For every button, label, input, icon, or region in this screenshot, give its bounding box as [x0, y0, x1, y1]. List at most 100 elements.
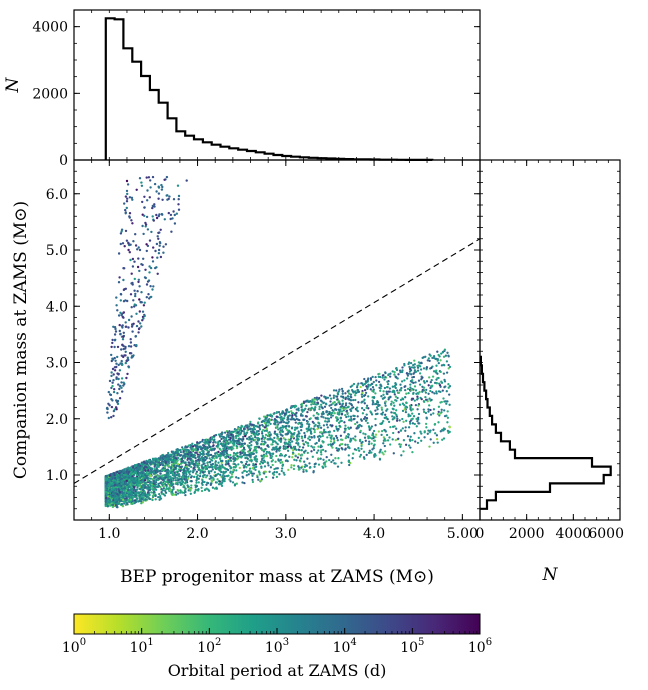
scatter-point: [291, 456, 294, 459]
scatter-point: [324, 420, 327, 423]
scatter-point: [266, 444, 269, 447]
scatter-point: [137, 463, 140, 466]
scatter-point: [194, 488, 197, 492]
scatter-point: [339, 420, 342, 423]
scatter-point: [249, 420, 252, 424]
scatter-point: [250, 434, 253, 438]
scatter-point: [206, 464, 209, 467]
scatter-point: [235, 476, 238, 479]
scatter-point: [395, 427, 398, 430]
scatter-point: [398, 419, 401, 422]
scatter-point: [146, 491, 150, 494]
scatter-point: [437, 410, 440, 414]
scatter-point: [135, 483, 138, 487]
scatter-point: [319, 450, 323, 454]
scatter-point: [238, 466, 241, 470]
scatter-point: [297, 435, 301, 438]
scatter-point: [251, 423, 254, 426]
scatter-point: [138, 475, 142, 478]
scatter-point: [425, 416, 428, 419]
scatter-point: [432, 354, 436, 358]
scatter-point: [330, 406, 333, 410]
scatter-point: [371, 403, 374, 406]
scatter-point: [335, 427, 339, 431]
scatter-point: [250, 451, 253, 455]
scatter-point: [195, 445, 199, 448]
scatter-point: [336, 418, 340, 421]
scatter-point: [410, 398, 413, 401]
scatter-point: [248, 467, 252, 470]
scatter-point: [352, 418, 355, 421]
scatter-point: [274, 421, 277, 425]
scatter-point: [302, 409, 306, 412]
scatter-point: [376, 412, 379, 415]
scatter-point: [372, 435, 375, 438]
scatter-point: [431, 365, 434, 368]
scatter-point: [383, 396, 386, 399]
scatter-point: [429, 380, 432, 384]
scatter-point: [250, 459, 253, 462]
scatter-point: [336, 439, 339, 442]
scatter-point: [305, 404, 308, 407]
scatter-point: [422, 408, 425, 411]
scatter-point: [380, 408, 384, 411]
scatter-point: [335, 436, 339, 440]
scatter-point: [335, 446, 338, 450]
scatter-point: [179, 481, 182, 484]
scatter-point: [133, 479, 136, 483]
scatter-point: [316, 427, 319, 431]
scatter-point: [285, 411, 288, 414]
scatter-point: [245, 460, 248, 463]
top-y-tick-label: 2000: [32, 86, 68, 102]
scatter-point: [321, 448, 325, 452]
scatter-point: [306, 457, 309, 460]
scatter-point: [159, 481, 162, 485]
scatter-point: [409, 361, 413, 365]
scatter-point: [367, 395, 370, 398]
scatter-point: [179, 465, 182, 469]
scatter-point: [298, 445, 301, 448]
scatter-point: [114, 486, 118, 489]
scatter-point: [199, 441, 202, 444]
scatter-point: [197, 487, 200, 491]
scatter-point: [232, 466, 235, 469]
scatter-point: [268, 470, 271, 473]
scatter-point: [318, 422, 321, 425]
scatter-point: [435, 369, 438, 372]
scatter-point: [313, 435, 316, 438]
scatter-point: [279, 421, 283, 424]
scatter-point: [354, 391, 357, 395]
scatter-point: [409, 422, 412, 425]
scatter-point: [320, 394, 323, 397]
scatter-point: [447, 354, 450, 357]
scatter-point: [207, 470, 211, 474]
scatter-point: [138, 466, 142, 469]
scatter-point: [222, 447, 225, 450]
scatter-point: [429, 408, 432, 412]
scatter-point: [419, 368, 423, 371]
scatter-point: [427, 429, 430, 432]
scatter-point: [385, 390, 388, 393]
scatter-point: [386, 385, 389, 389]
scatter-point: [279, 437, 283, 440]
scatter-point: [295, 448, 298, 452]
scatter-point: [154, 488, 158, 491]
scatter-point: [399, 389, 403, 392]
scatter-point: [436, 376, 439, 380]
scatter-point: [165, 484, 168, 487]
scatter-point: [202, 462, 205, 466]
scatter-point: [399, 398, 403, 402]
scatter-point: [255, 465, 258, 468]
scatter-point: [225, 440, 228, 443]
scatter-point: [363, 402, 366, 405]
scatter-point: [181, 480, 184, 483]
scatter-point: [275, 467, 278, 470]
scatter-point: [380, 429, 384, 433]
scatter-point: [151, 467, 154, 471]
scatter-point: [424, 395, 427, 399]
scatter-point: [207, 466, 211, 469]
scatter-point: [172, 493, 176, 496]
scatter-point: [398, 403, 402, 406]
scatter-point: [112, 475, 115, 479]
scatter-point: [312, 427, 315, 430]
